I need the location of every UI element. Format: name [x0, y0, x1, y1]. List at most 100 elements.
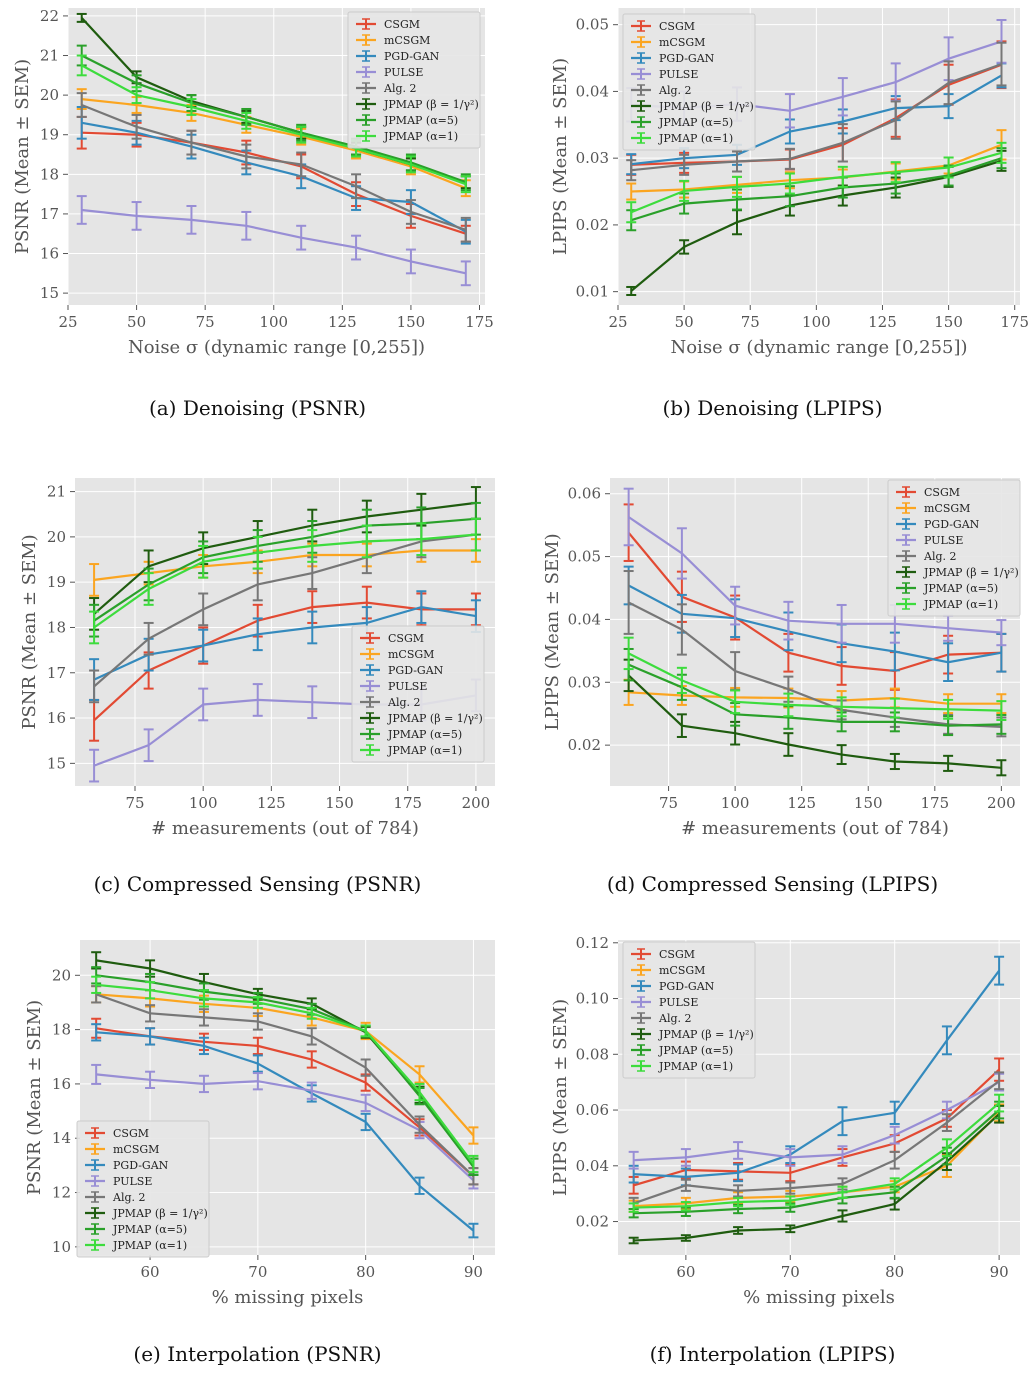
legend-label: JPMAP (α=5): [658, 1044, 733, 1057]
series-pgd-gan: [628, 955, 1005, 1187]
legend-label: Alg. 2: [923, 550, 957, 563]
series-line: [93, 517, 476, 622]
legend-label: mCSGM: [384, 34, 430, 47]
series-alg-2: [626, 41, 1007, 182]
legend-box: [622, 13, 756, 151]
series-line: [81, 121, 467, 233]
x-tick-label: 50: [127, 313, 146, 331]
series-line: [81, 64, 467, 186]
legend: CSGM mCSGM PGD-GAN PULSE Alg. 2 JPMAP (β = 1/…: [622, 941, 756, 1079]
y-tick-label: 19: [40, 126, 59, 144]
series-pulse: [76, 195, 471, 287]
y-tick-label: 16: [40, 245, 59, 263]
legend-box: [351, 625, 485, 763]
y-tick-label: 0.12: [576, 934, 609, 952]
legend-label: JPMAP (α=5): [112, 1223, 187, 1236]
y-tick-label: 17: [40, 205, 59, 223]
legend-label: PULSE: [659, 996, 698, 1009]
x-tick-label: 90: [990, 1263, 1009, 1281]
x-axis-label: Noise σ (dynamic range [0,255]): [128, 337, 425, 358]
y-tick-label: 16: [52, 1075, 71, 1093]
legend-label: JPMAP (α=1): [658, 1060, 733, 1073]
series-jpmap-1-: [628, 1093, 1005, 1213]
x-axis-label: Noise σ (dynamic range [0,255]): [670, 337, 967, 358]
x-tick-label: 100: [802, 313, 831, 331]
y-tick-label: 15: [47, 754, 66, 772]
legend-label: JPMAP (β = 1/γ²): [112, 1207, 208, 1220]
y-tick-label: 0.02: [576, 216, 609, 234]
x-tick-label: 200: [462, 794, 491, 812]
legend-label: Alg. 2: [658, 1012, 692, 1025]
y-tick-label: 16: [47, 709, 66, 727]
series-line: [633, 1109, 1000, 1215]
legend-label: mCSGM: [113, 1143, 159, 1156]
series-line: [81, 54, 467, 184]
caption-e: (e) Interpolation (PSNR): [133, 1342, 382, 1366]
legend-box: [76, 1120, 210, 1258]
y-tick-label: 20: [40, 86, 59, 104]
legend-label: JPMAP (α=1): [383, 130, 458, 143]
legend-label: JPMAP (α=1): [658, 132, 733, 145]
x-tick-label: 90: [464, 1263, 483, 1281]
x-tick-label: 125: [868, 313, 897, 331]
series-pulse: [628, 1072, 1005, 1170]
legend-label: PGD-GAN: [659, 52, 715, 65]
y-tick-label: 0.03: [576, 149, 609, 167]
legend-label: CSGM: [113, 1127, 149, 1140]
x-tick-label: 175: [1000, 313, 1029, 331]
caption-a: (a) Denoising (PSNR): [148, 396, 367, 420]
y-tick-label: 0.02: [568, 736, 601, 754]
x-tick-label: 150: [397, 313, 426, 331]
legend-label: JPMAP (α=5): [658, 116, 733, 129]
legend-label: PGD-GAN: [659, 980, 715, 993]
series-line: [630, 157, 1002, 222]
series-line: [81, 98, 467, 190]
legend: CSGM mCSGM PGD-GAN PULSE Alg. 2 JPMAP (β = 1/…: [76, 1120, 210, 1258]
series-line: [93, 601, 476, 722]
y-axis-label: LPIPS (Mean ± SEM): [550, 58, 571, 255]
series-jpmap-1-: [623, 636, 1007, 721]
y-axis-label: PSNR (Mean ± SEM): [12, 59, 33, 254]
x-axis-label: # measurements (out of 784): [151, 818, 419, 839]
legend-box: [347, 11, 481, 149]
x-tick-label: 175: [393, 794, 422, 812]
y-tick-label: 22: [40, 7, 59, 25]
y-tick-label: 0.01: [576, 283, 609, 301]
y-tick-label: 0.04: [568, 610, 601, 628]
y-tick-label: 0.08: [576, 1045, 609, 1063]
y-axis-label: PSNR (Mean ± SEM): [19, 534, 40, 729]
y-tick-label: 0.03: [568, 673, 601, 691]
y-tick-label: 20: [47, 528, 66, 546]
x-tick-label: 150: [325, 794, 354, 812]
x-axis-label: # measurements (out of 784): [681, 818, 949, 839]
legend-label: PGD-GAN: [388, 664, 444, 677]
legend-label: Alg. 2: [387, 696, 421, 709]
x-tick-label: 100: [189, 794, 218, 812]
series-line: [93, 533, 477, 688]
legend-box: [887, 479, 1021, 617]
legend-label: CSGM: [384, 18, 420, 31]
x-tick-label: 125: [787, 794, 816, 812]
x-tick-label: 75: [125, 794, 144, 812]
legend-label: Alg. 2: [658, 84, 692, 97]
chart-svg: 25 50 75 100 125 150 175 15 16 17 18 19 20 21 22 Noise …: [12, 7, 494, 358]
caption-c: (c) Compressed Sensing (PSNR): [93, 872, 422, 896]
x-tick-label: 200: [987, 794, 1016, 812]
y-tick-label: 20: [52, 966, 71, 984]
chart-svg: 60 70 80 90 10 12 14 16 18 20 % missing pixels PSNR…: [24, 940, 495, 1308]
legend-label: CSGM: [659, 948, 695, 961]
legend-label: JPMAP (β = 1/γ²): [658, 100, 754, 113]
legend-label: PULSE: [924, 534, 963, 547]
y-tick-label: 14: [52, 1129, 71, 1147]
legend-label: PGD-GAN: [384, 50, 440, 63]
x-tick-label: 175: [920, 794, 949, 812]
x-tick-label: 175: [465, 313, 494, 331]
chart-svg: 75 100 125 150 175 200 15 16 17 18 19 20 21 # measure…: [19, 478, 495, 839]
y-tick-label: 15: [40, 284, 59, 302]
legend-label: JPMAP (α=5): [923, 582, 998, 595]
y-axis-label: LPIPS (Mean ± SEM): [550, 999, 571, 1196]
series-line: [96, 974, 475, 1168]
x-tick-label: 75: [196, 313, 215, 331]
legend-label: CSGM: [659, 20, 695, 33]
series-line: [627, 516, 1002, 634]
